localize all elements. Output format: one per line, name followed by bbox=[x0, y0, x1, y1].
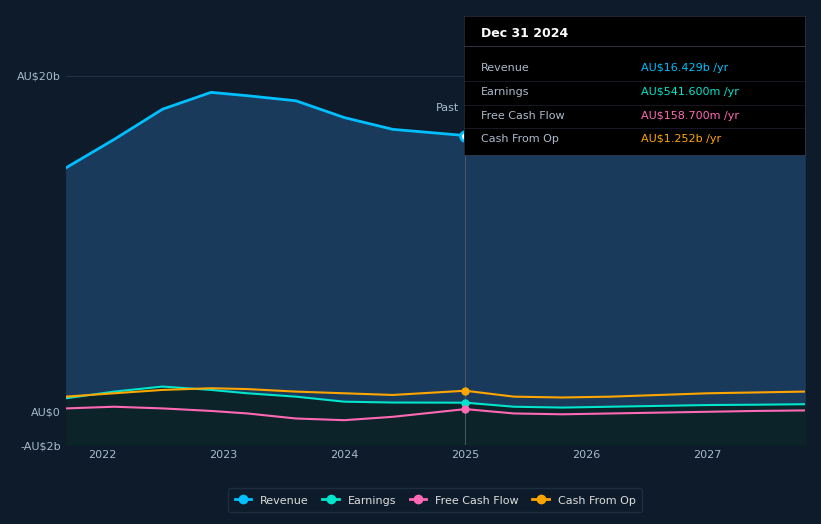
Text: AU$1.252b /yr: AU$1.252b /yr bbox=[641, 134, 721, 144]
Text: Revenue: Revenue bbox=[481, 63, 530, 73]
Text: AU$16.429b /yr: AU$16.429b /yr bbox=[641, 63, 728, 73]
Text: AU$158.700m /yr: AU$158.700m /yr bbox=[641, 111, 739, 121]
Text: AU$541.600m /yr: AU$541.600m /yr bbox=[641, 87, 739, 97]
Text: Cash From Op: Cash From Op bbox=[481, 134, 559, 144]
Legend: Revenue, Earnings, Free Cash Flow, Cash From Op: Revenue, Earnings, Free Cash Flow, Cash … bbox=[228, 488, 642, 512]
Text: Analysts Forecasts: Analysts Forecasts bbox=[471, 103, 575, 113]
Text: Past: Past bbox=[436, 103, 460, 113]
Text: Earnings: Earnings bbox=[481, 87, 530, 97]
Text: Dec 31 2024: Dec 31 2024 bbox=[481, 27, 568, 40]
Text: Free Cash Flow: Free Cash Flow bbox=[481, 111, 565, 121]
